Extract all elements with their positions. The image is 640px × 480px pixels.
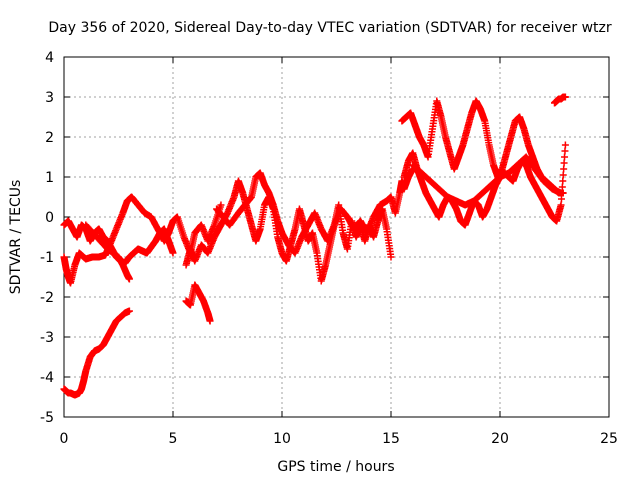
data-point — [561, 93, 569, 101]
data-point — [558, 183, 566, 191]
x-tick-label: 5 — [169, 431, 178, 447]
data-point — [559, 177, 567, 185]
x-tick-label: 25 — [600, 431, 618, 447]
x-tick-label: 15 — [382, 431, 400, 447]
x-tick-label: 10 — [273, 431, 291, 447]
y-axis-label: SDTVAR / TECUs — [8, 180, 24, 295]
x-axis-label: GPS time / hours — [277, 459, 394, 475]
y-tick-label: -3 — [40, 330, 54, 346]
grid — [64, 57, 609, 417]
axis-ticks: 0 5 10 15 20 25 -5 -4 -3 -2 -1 0 1 2 3 4 — [40, 50, 618, 447]
y-tick-label: -2 — [40, 290, 54, 306]
data-point — [557, 201, 565, 209]
data-point — [557, 195, 565, 203]
y-tick-label: 4 — [45, 50, 54, 66]
data-point — [206, 317, 214, 325]
y-tick-label: 3 — [45, 90, 54, 106]
y-tick-label: -5 — [40, 410, 54, 426]
data-point — [561, 141, 569, 149]
data-point — [561, 147, 569, 155]
y-tick-label: -4 — [40, 370, 54, 386]
data-point — [169, 249, 177, 257]
y-tick-label: -1 — [40, 250, 54, 266]
y-tick-label: 0 — [45, 210, 54, 226]
data-points — [60, 93, 569, 399]
data-point — [217, 201, 225, 209]
data-point — [125, 307, 133, 315]
data-point — [561, 153, 569, 161]
plot-frame — [63, 56, 610, 418]
data-point — [560, 165, 568, 173]
data-point — [387, 253, 395, 261]
data-point — [560, 159, 568, 167]
data-point — [559, 171, 567, 179]
x-tick-label: 0 — [60, 431, 69, 447]
data-point — [557, 189, 565, 197]
y-tick-label: 1 — [45, 170, 54, 186]
chart-title: Day 356 of 2020, Sidereal Day-to-day VTE… — [48, 20, 612, 36]
data-point — [125, 275, 133, 283]
x-tick-label: 20 — [491, 431, 509, 447]
y-tick-label: 2 — [45, 130, 54, 146]
